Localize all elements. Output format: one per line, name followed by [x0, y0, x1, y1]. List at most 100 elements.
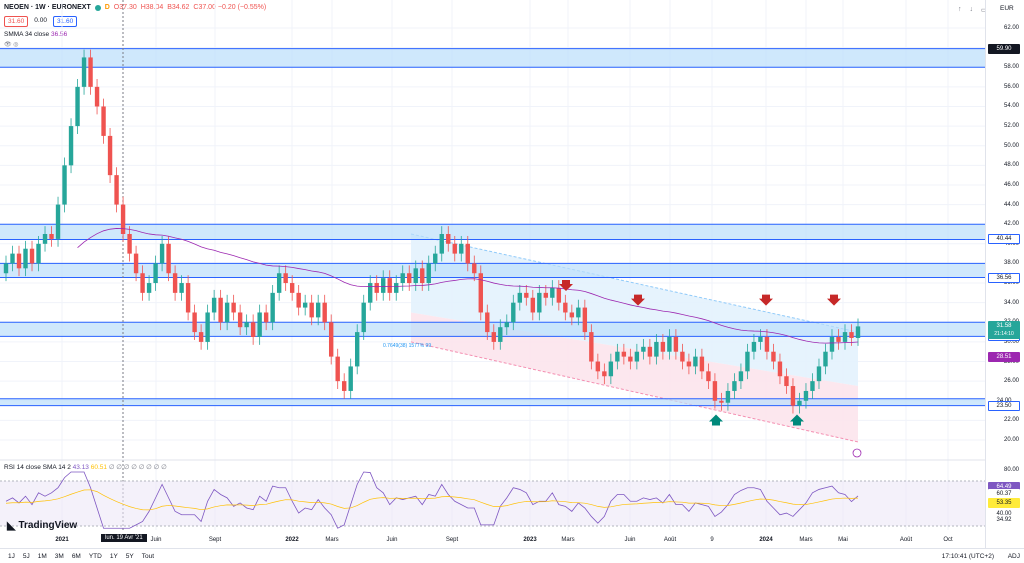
- candle-body[interactable]: [276, 273, 282, 293]
- candle-body[interactable]: [127, 234, 132, 254]
- candle-body[interactable]: [738, 371, 744, 382]
- candle-body[interactable]: [101, 106, 106, 136]
- candle-body[interactable]: [543, 292, 549, 298]
- candle-body[interactable]: [185, 283, 191, 313]
- support-resistance-zone[interactable]: [0, 48, 985, 68]
- candle-body[interactable]: [459, 243, 464, 254]
- candle-body[interactable]: [836, 337, 841, 342]
- candle-body[interactable]: [634, 351, 640, 362]
- candle-body[interactable]: [283, 273, 288, 284]
- candle-body[interactable]: [829, 337, 835, 352]
- candle-body[interactable]: [218, 297, 223, 323]
- candle-body[interactable]: [693, 356, 698, 367]
- candle-body[interactable]: [446, 234, 451, 244]
- timeframe-button[interactable]: Tout: [141, 552, 155, 560]
- support-resistance-zone[interactable]: [0, 398, 985, 406]
- candle-body[interactable]: [452, 243, 457, 254]
- candle-body[interactable]: [719, 400, 724, 403]
- candle-body[interactable]: [621, 351, 627, 357]
- timeframe-button[interactable]: 5Y: [125, 552, 134, 560]
- candle-body[interactable]: [315, 302, 321, 318]
- eye-icon[interactable]: 👁 ◎: [4, 42, 19, 48]
- candle-body[interactable]: [771, 351, 776, 362]
- candle-body[interactable]: [686, 361, 692, 367]
- candle-body[interactable]: [3, 263, 9, 274]
- candle-body[interactable]: [439, 234, 444, 254]
- candle-body[interactable]: [166, 243, 171, 274]
- candle-body[interactable]: [361, 302, 366, 333]
- candle-body[interactable]: [211, 297, 217, 313]
- sell-price[interactable]: 31.60: [4, 16, 29, 27]
- support-resistance-zone[interactable]: [0, 263, 985, 278]
- candle-body[interactable]: [628, 356, 633, 362]
- candle-body[interactable]: [680, 351, 685, 362]
- rsi-ma-line[interactable]: [5, 489, 859, 511]
- candle-body[interactable]: [569, 312, 575, 318]
- candle-body[interactable]: [55, 204, 61, 239]
- candle-body[interactable]: [465, 243, 470, 264]
- candle-body[interactable]: [198, 332, 204, 342]
- candle-body[interactable]: [381, 278, 386, 293]
- candle-body[interactable]: [517, 292, 523, 303]
- currency-label[interactable]: EUR: [1000, 5, 1014, 12]
- candle-body[interactable]: [849, 332, 854, 338]
- candle-body[interactable]: [257, 312, 262, 337]
- candle-body[interactable]: [530, 297, 536, 313]
- candle-body[interactable]: [784, 376, 789, 387]
- candle-body[interactable]: [335, 356, 340, 382]
- candle-body[interactable]: [237, 312, 243, 328]
- candle-body[interactable]: [88, 57, 93, 87]
- candle-body[interactable]: [803, 390, 809, 401]
- candle-body[interactable]: [42, 234, 48, 244]
- alert-icon[interactable]: [852, 448, 862, 458]
- candle-body[interactable]: [29, 248, 35, 264]
- candle-body[interactable]: [387, 278, 392, 293]
- timeframe-button[interactable]: 1Y: [109, 552, 118, 560]
- candle-body[interactable]: [120, 204, 126, 234]
- candle-body[interactable]: [816, 366, 822, 382]
- candle-body[interactable]: [400, 273, 405, 284]
- timeframe-button[interactable]: 1M: [37, 552, 47, 560]
- timeframe-button[interactable]: 1J: [8, 552, 15, 560]
- candle-body[interactable]: [263, 312, 269, 323]
- candle-body[interactable]: [355, 332, 360, 367]
- timeframe-button[interactable]: 3M: [54, 552, 64, 560]
- candle-body[interactable]: [172, 273, 178, 293]
- candle-body[interactable]: [485, 312, 490, 333]
- buy-price[interactable]: 31.60: [52, 16, 78, 27]
- candle-body[interactable]: [641, 346, 646, 352]
- candle-body[interactable]: [842, 332, 848, 342]
- candle-body[interactable]: [374, 283, 379, 293]
- candle-body[interactable]: [511, 302, 516, 323]
- candle-body[interactable]: [751, 341, 757, 352]
- rsi-legend[interactable]: RSI 14 close SMA 14 2 43.13 60.51 ∅ ∅ ∅ …: [4, 463, 167, 471]
- timeframe-button[interactable]: 5J: [22, 552, 30, 560]
- candle-body[interactable]: [49, 234, 54, 239]
- candle-body[interactable]: [296, 292, 301, 308]
- candle-body[interactable]: [36, 243, 41, 264]
- candle-body[interactable]: [699, 356, 705, 372]
- tradingview-logo[interactable]: ◣ TradingView: [7, 519, 77, 532]
- candle-body[interactable]: [608, 361, 614, 377]
- candle-body[interactable]: [556, 287, 562, 303]
- candle-body[interactable]: [758, 337, 763, 342]
- candle-body[interactable]: [504, 322, 509, 328]
- candle-body[interactable]: [394, 283, 399, 293]
- candle-body[interactable]: [478, 273, 483, 313]
- candle-body[interactable]: [328, 322, 334, 357]
- candle-body[interactable]: [23, 248, 28, 269]
- timeframe-button[interactable]: YTD: [88, 552, 102, 560]
- candle-body[interactable]: [322, 302, 327, 323]
- candle-body[interactable]: [537, 292, 542, 313]
- candle-body[interactable]: [114, 175, 119, 205]
- candle-body[interactable]: [413, 268, 418, 284]
- candle-body[interactable]: [10, 253, 15, 264]
- candle-body[interactable]: [244, 322, 249, 328]
- candle-body[interactable]: [81, 57, 87, 87]
- candle-body[interactable]: [341, 381, 347, 391]
- candle-body[interactable]: [732, 381, 737, 391]
- candle-body[interactable]: [270, 292, 275, 323]
- adjust-toggle[interactable]: ADJ: [1007, 552, 1020, 560]
- candle-body[interactable]: [433, 253, 438, 264]
- candle-body[interactable]: [309, 302, 314, 318]
